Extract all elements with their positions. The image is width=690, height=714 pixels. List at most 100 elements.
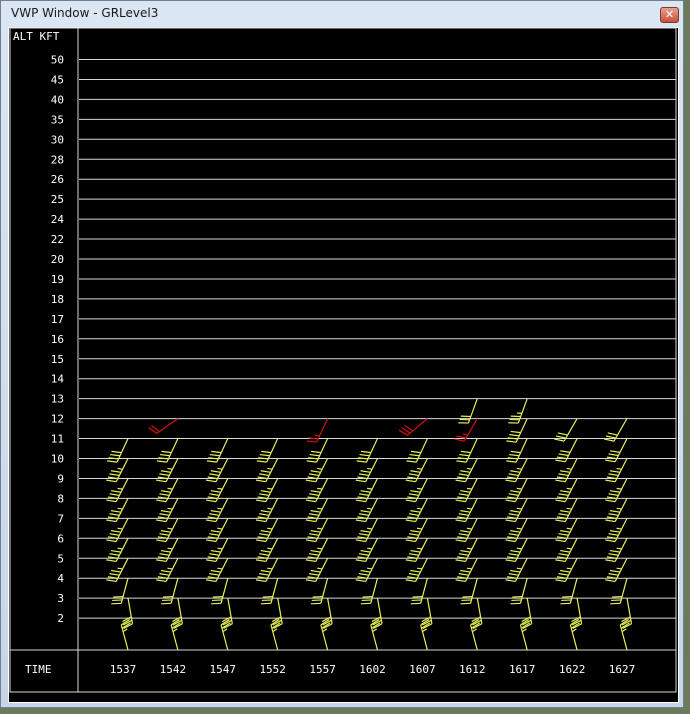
barb-feather [458, 473, 469, 477]
wind-barb [107, 438, 129, 463]
barb-feather [606, 556, 617, 559]
barb-staff [215, 458, 229, 482]
barb-feather [257, 576, 268, 579]
barb-feather [455, 579, 466, 583]
barb-half-feather [462, 433, 468, 436]
barb-feather [605, 459, 616, 463]
altitude-tick-label: 19 [51, 273, 64, 286]
barb-feather [107, 460, 118, 463]
barb-feather [211, 599, 223, 602]
barb-feather [157, 536, 168, 539]
barb-feather [508, 473, 519, 477]
barb-feather [507, 496, 518, 500]
barb-feather [162, 599, 173, 602]
barb-half-feather [117, 467, 123, 470]
barb-feather [457, 576, 468, 579]
barb-feather [457, 516, 468, 520]
altitude-tick-label: 30 [51, 133, 64, 146]
barb-feather [510, 430, 521, 434]
barb-feather [212, 595, 223, 598]
barb-feather [455, 539, 466, 543]
barb-feather [360, 549, 371, 553]
barb-staff [415, 438, 428, 463]
barb-feather [508, 513, 519, 516]
barb-feather [260, 569, 271, 573]
wind-barb [306, 418, 329, 443]
barb-feather [506, 460, 517, 463]
barb-staff [415, 518, 428, 542]
barb-feather [609, 549, 621, 553]
barb-feather [407, 496, 418, 500]
barb-feather [270, 618, 280, 626]
barb-feather [262, 595, 273, 598]
barb-feather [310, 569, 321, 573]
barb-half-feather [571, 628, 577, 633]
barb-staff [415, 498, 428, 522]
wind-barb [306, 438, 329, 463]
barb-staff [614, 458, 628, 482]
barb-feather [256, 460, 267, 463]
barb-half-feather [416, 547, 423, 550]
barb-half-feather [521, 628, 527, 633]
barb-feather [506, 440, 517, 443]
barb-feather [307, 476, 318, 480]
wind-barb [156, 458, 179, 483]
barb-feather [421, 616, 431, 623]
barb-feather [156, 539, 167, 543]
barb-feather [357, 576, 368, 579]
title-bar[interactable]: VWP Window - GRLevel3 ✕ [1, 1, 683, 27]
barb-feather [207, 576, 218, 579]
barb-feather [162, 595, 174, 598]
barb-feather [257, 516, 268, 520]
wind-barb [471, 598, 483, 629]
time-axis-label: TIME [25, 663, 52, 676]
barb-feather [410, 602, 421, 605]
barb-feather [148, 427, 157, 434]
barb-feather [355, 499, 366, 503]
barb-feather [508, 533, 519, 536]
wind-barb [255, 538, 279, 563]
barb-feather [556, 556, 567, 559]
wind-barb [555, 438, 578, 463]
barb-feather [606, 516, 617, 520]
close-button[interactable]: ✕ [660, 7, 679, 23]
barb-feather [507, 437, 518, 440]
barb-half-feather [317, 527, 323, 530]
barb-feather [156, 479, 167, 483]
barb-feather [607, 432, 618, 436]
barb-feather [257, 496, 268, 500]
barb-half-feather [167, 547, 173, 550]
barb-feather [407, 536, 418, 539]
wind-barb [405, 458, 428, 483]
wind-barb [605, 557, 628, 583]
barb-feather [458, 513, 469, 516]
wind-barb [148, 418, 179, 435]
time-tick-label: 1617 [509, 663, 536, 676]
wind-barb [156, 538, 179, 563]
barb-staff [564, 498, 578, 522]
barb-feather [410, 450, 421, 454]
wind-barb [305, 538, 329, 563]
barb-feather [605, 539, 616, 543]
wind-barb [211, 578, 229, 605]
wind-barb [321, 598, 333, 629]
wind-barb [555, 518, 578, 543]
barb-feather [562, 595, 573, 598]
barb-staff [170, 578, 179, 604]
barb-feather [411, 599, 422, 602]
barb-feather [255, 479, 266, 483]
barb-feather [462, 595, 473, 598]
barb-feather [171, 622, 181, 629]
wind-barb [605, 458, 628, 483]
barb-feather [310, 490, 321, 493]
barb-feather [223, 623, 233, 629]
barb-feather [610, 602, 621, 605]
barb-feather [357, 516, 368, 520]
barb-feather [312, 595, 323, 598]
barb-feather [206, 499, 217, 503]
barb-staff [365, 438, 379, 463]
barb-feather [107, 516, 118, 520]
wind-barb [270, 618, 281, 651]
barb-feather [159, 473, 170, 477]
